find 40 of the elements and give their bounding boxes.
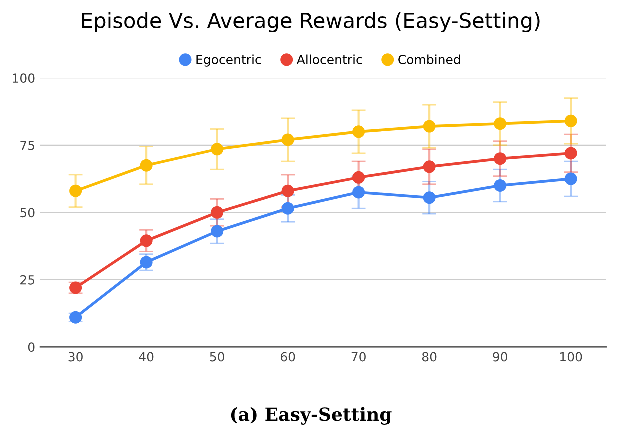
y-tick-label: 100 [13,74,35,84]
point [211,143,224,156]
point [282,134,294,146]
point [494,152,507,166]
x-tick-label: 100 [560,352,582,362]
point [494,118,507,130]
x-tick-label: 80 [422,352,437,362]
point [282,202,294,215]
point [140,234,153,248]
chart-title: Episode Vs. Average Rewards (Easy-Setting) [82,12,540,33]
point [282,184,294,198]
point [211,206,224,219]
point [352,186,366,199]
text: (a) Easy-Setting [231,407,392,425]
point [352,126,366,138]
legend-label: Egocentric [196,54,262,67]
point [494,180,507,192]
legend-label: Allocentric [296,54,362,64]
point [70,184,82,198]
point [564,147,578,160]
y-tick-label: 50 [20,208,35,218]
point [564,114,578,128]
point [211,225,224,238]
y-tick-label: 0 [28,342,35,352]
x-tick-label: 40 [139,352,154,362]
point [140,256,153,269]
point [423,160,436,174]
y-tick-label: 75 [20,141,34,150]
legend-label: Combined [398,54,460,64]
point [352,171,366,184]
point [140,159,153,172]
x-tick-label: 50 [210,352,224,362]
x-tick-label: 60 [280,352,296,362]
x-tick-label: 90 [493,352,508,362]
y-tick-label: 25 [20,275,34,285]
x-tick-label: 30 [68,352,83,362]
x-tick-label: 70 [352,352,366,362]
point [423,192,436,204]
point [564,172,578,186]
point [423,120,436,133]
